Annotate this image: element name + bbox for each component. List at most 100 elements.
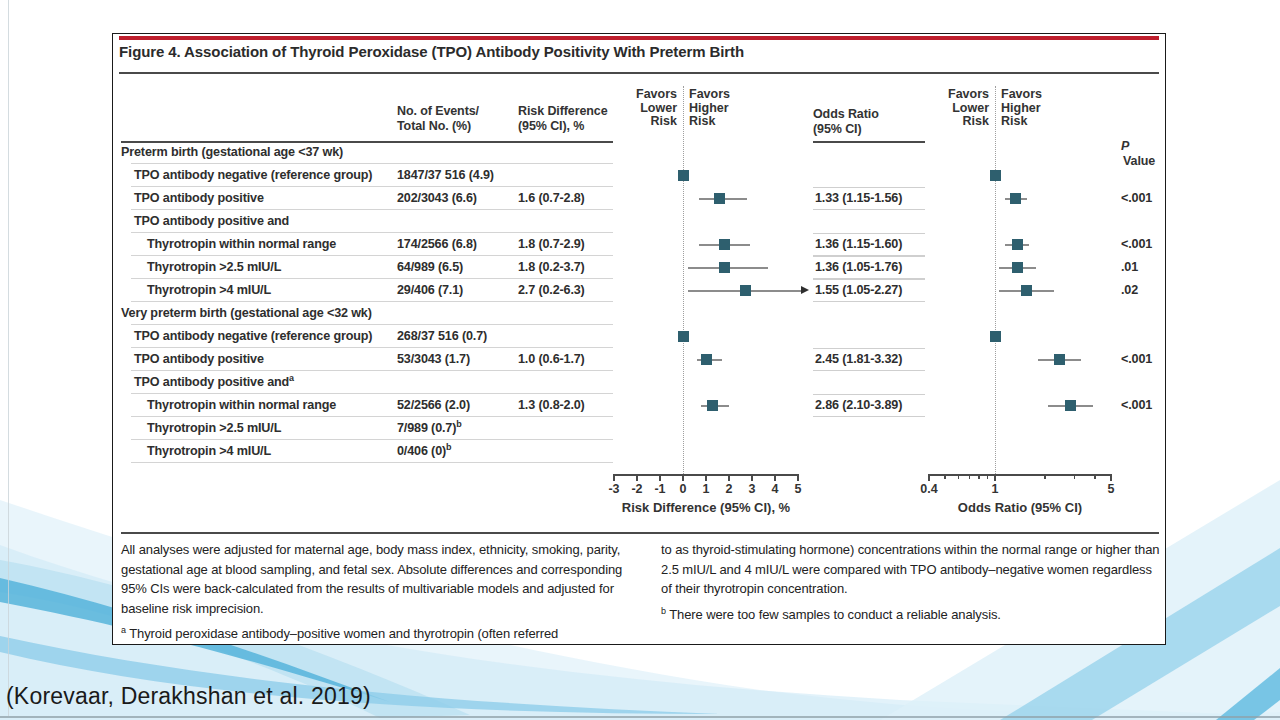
row-label: Thyrotropin within normal range [147,233,336,256]
or-axis-minor-tick [958,474,959,479]
rd-axis-tick [774,474,775,481]
events-value: 52/2566 (2.0) [397,394,470,417]
rd-point-marker [701,354,712,365]
footnote-adjustment-text: All analyses were adjusted for maternal … [121,540,633,618]
or-axis-minor-tick [1094,474,1095,479]
or-axis-minor-tick [978,474,979,479]
or-point-marker [1010,193,1021,204]
rd-axis-tick [705,474,706,481]
rd-point-marker [719,239,730,250]
slide-bottom-edge-line [0,716,1280,718]
row-label: TPO antibody positive [134,187,264,210]
or-axis-minor-tick [987,474,988,479]
or-axis-minor-tick [1074,474,1075,479]
events-value: 0/406 (0)b [397,440,451,463]
events-value: 53/3043 (1.7) [397,348,470,371]
odds-ratio-value: 2.45 (1.81-3.32) [815,348,902,371]
events-superscript: b [446,442,451,452]
p-value: <.001 [1121,233,1152,256]
row-label: TPO antibody negative (reference group) [134,164,372,187]
p-value: <.001 [1121,394,1152,417]
or-point-marker [1012,239,1023,250]
or-reference-marker [990,170,1001,181]
or-point-marker [1012,262,1023,273]
footnote-a-continuation: to as thyroid-stimulating hormone) conce… [661,540,1161,599]
row-label: TPO antibody positive and [134,210,289,233]
odds-ratio-value: 1.33 (1.15-1.56) [815,187,902,210]
events-value: 268/37 516 (0.7) [397,325,487,348]
or-point-marker [1065,400,1076,411]
events-value: 174/2566 (6.8) [397,233,477,256]
odds-ratio-value: 1.36 (1.05-1.76) [815,256,902,279]
footnote-b: b There were too few samples to conduct … [661,605,1161,625]
risk-difference-value: 2.7 (0.2-6.3) [518,279,585,302]
axis-tick-label: 5 [781,482,815,496]
row-label: Thyrotropin >2.5 mIU/L [147,256,281,279]
risk-difference-value: 1.3 (0.8-2.0) [518,394,585,417]
p-value: <.001 [1121,187,1152,210]
footnote-a-marker: a [121,625,126,635]
or-axis-major-tick [928,474,929,481]
axis-tick-label: 0.4 [912,482,946,496]
axis-tick-label: 5 [1094,482,1128,496]
odds-ratio-value: 1.55 (1.05-2.27) [815,279,902,302]
slide: (Korevaar, Derakhshan et al. 2019) Figur… [0,0,1280,720]
rd-axis-tick [728,474,729,481]
row-label-superscript: a [289,373,294,383]
citation-text: (Korevaar, Derakhshan et al. 2019) [6,683,371,710]
row-label: Thyrotropin within normal range [147,394,336,417]
footnote-b-text: There were too few samples to conduct a … [669,607,1001,622]
rd-point-marker [714,193,725,204]
or-axis-minor-tick [969,474,970,479]
events-superscript: b [456,419,461,429]
rd-point-marker [707,400,718,411]
odds-ratio-value: 1.36 (1.15-1.60) [815,233,902,256]
footnote-separator-rule [121,532,1159,534]
p-value: <.001 [1121,348,1152,371]
events-value: 1847/37 516 (4.9) [397,164,494,187]
or-axis-minor-tick [1044,474,1045,479]
footnote-right-column: to as thyroid-stimulating hormone) conce… [661,540,1161,630]
footnote-a-left-text: Thyroid peroxidase antibody–positive wom… [129,626,558,641]
events-value: 7/989 (0.7)b [397,417,462,440]
or-axis-title: Odds Ratio (95% CI) [929,500,1111,515]
slide-left-edge-line [8,0,9,716]
rd-axis-tick [751,474,752,481]
risk-difference-value: 1.6 (0.7-2.8) [518,187,585,210]
footnote-left-column: All analyses were adjusted for maternal … [121,540,633,650]
rd-axis-title: Risk Difference (95% CI), % [614,500,798,515]
risk-difference-value: 1.8 (0.7-2.9) [518,233,585,256]
events-value: 29/406 (7.1) [397,279,463,302]
row-label: Preterm birth (gestational age <37 wk) [121,141,343,164]
rd-axis-tick [682,474,683,481]
events-value: 64/989 (6.5) [397,256,463,279]
or-point-marker [1021,285,1032,296]
row-label: TPO antibody positive [134,348,264,371]
or-reference-marker [990,331,1001,342]
rd-reference-marker [678,331,689,342]
row-label: TPO antibody negative (reference group) [134,325,372,348]
rd-axis-tick [636,474,637,481]
or-axis-major-tick [994,474,995,481]
odds-ratio-value: 2.86 (2.10-3.89) [815,394,902,417]
rd-point-marker [719,262,730,273]
or-axis-line [929,474,1111,476]
p-value: .02 [1121,279,1138,302]
row-label: Thyrotropin >4 mIU/L [147,440,271,463]
risk-difference-value: 1.0 (0.6-1.7) [518,348,585,371]
risk-difference-value: 1.8 (0.2-3.7) [518,256,585,279]
or-point-marker [1054,354,1065,365]
row-label: Thyrotropin >4 mIU/L [147,279,271,302]
rd-axis-tick [659,474,660,481]
row-separator [131,462,613,463]
rd-point-marker [740,285,751,296]
footnote-a-start: a Thyroid peroxidase antibody–positive w… [121,624,633,644]
row-label: Thyrotropin >2.5 mIU/L [147,417,281,440]
or-axis-minor-tick [944,474,945,479]
footnote-b-marker: b [661,605,666,615]
p-value: .01 [1121,256,1138,279]
or-axis-major-tick [1110,474,1111,481]
row-label: Very preterm birth (gestational age <32 … [121,302,372,325]
events-value: 202/3043 (6.6) [397,187,477,210]
figure-card: Figure 4. Association of Thyroid Peroxid… [112,33,1166,645]
